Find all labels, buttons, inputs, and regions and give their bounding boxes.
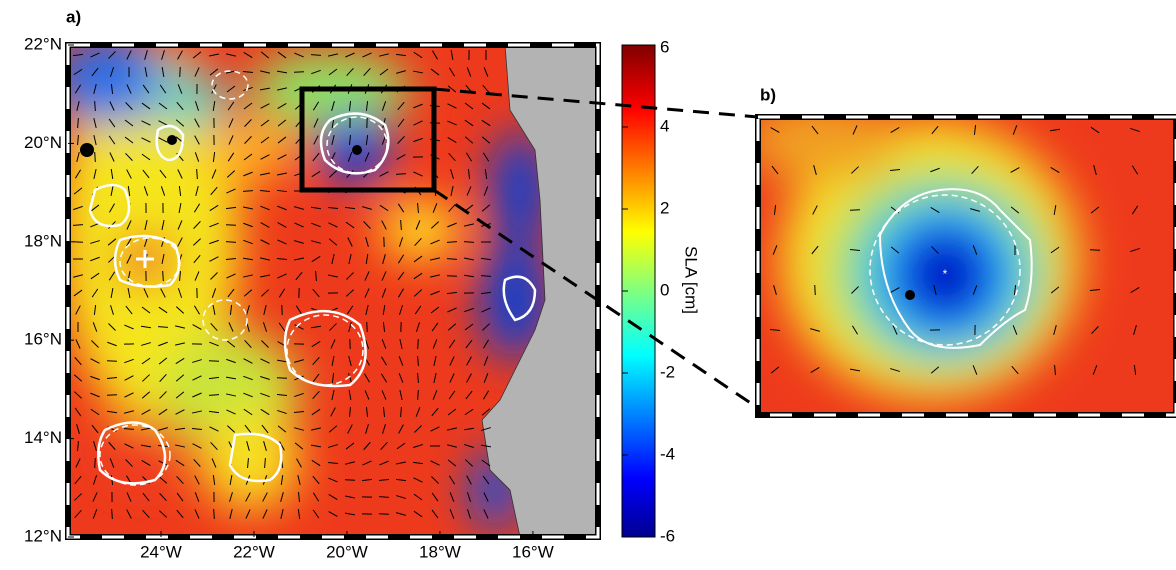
vector-arrow (226, 242, 236, 243)
y-tick-label: 18°N (24, 231, 62, 250)
y-tick-label: 20°N (24, 133, 62, 152)
colorbar-tick-label: -4 (660, 444, 675, 463)
y-tick-label: 12°N (24, 526, 62, 545)
colorbar-tick-label: -6 (660, 526, 675, 545)
colorbar-tick-label: -2 (660, 362, 675, 381)
y-tick-label: 16°N (24, 330, 62, 349)
vector-arrow (107, 395, 117, 396)
vector-arrow (163, 271, 164, 281)
y-tick-label: 14°N (24, 428, 62, 447)
colorbar-tick-label: 2 (660, 198, 669, 217)
x-tick-label: 24°W (140, 542, 182, 561)
x-tick-label: 22°W (233, 542, 275, 561)
x-tick-label: 20°W (326, 542, 368, 561)
colorbar-tick-label: 4 (660, 116, 669, 135)
panel-label: b) (760, 85, 776, 104)
map-a (50, 35, 598, 537)
colorbar-tick-label: 0 (660, 280, 669, 299)
vector-arrow (180, 67, 181, 77)
panel-label: a) (66, 7, 81, 26)
colorbar-label: SLA [cm] (682, 246, 701, 314)
vector-arrow (73, 225, 83, 226)
vector-arrow (95, 152, 96, 162)
vector-arrow (95, 458, 96, 468)
vector-arrow (1090, 250, 1100, 251)
map-b: * (740, 100, 1176, 415)
vector-arrow (464, 242, 474, 243)
vector-arrow (418, 339, 419, 349)
y-tick-label: 22°N (24, 34, 62, 53)
colorbar-tick-label: 6 (660, 37, 669, 56)
vector-arrow (418, 390, 419, 400)
x-tick-label: 18°W (419, 542, 461, 561)
vector-arrow (95, 101, 96, 111)
vector-arrow (815, 285, 816, 295)
svg-text:*: * (943, 267, 948, 281)
x-tick-label: 16°W (512, 542, 554, 561)
vector-arrow (481, 276, 491, 277)
vector-arrow (379, 514, 389, 515)
